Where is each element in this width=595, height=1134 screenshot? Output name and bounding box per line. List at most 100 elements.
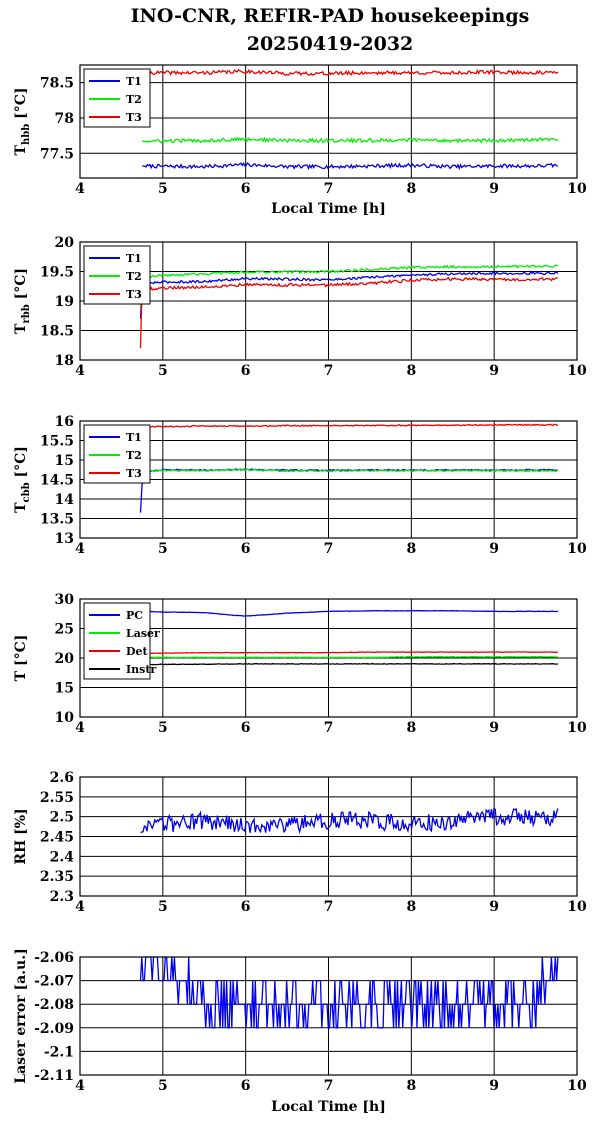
x-tick-label: 7 bbox=[324, 181, 334, 197]
y-tick-label: 13.5 bbox=[40, 512, 74, 528]
y-tick-label: 2.6 bbox=[50, 770, 74, 786]
y-tick-label: 2.55 bbox=[40, 790, 74, 806]
series-line-Instr bbox=[142, 663, 558, 666]
y-tick-label: 15.5 bbox=[40, 434, 74, 450]
y-tick-label: 10 bbox=[55, 710, 75, 726]
y-axis-label: Tcbb [°C] bbox=[13, 446, 32, 513]
x-tick-label: 6 bbox=[241, 1078, 251, 1094]
x-tick-label: 7 bbox=[324, 899, 334, 915]
panel-4: 4 5 6 7 8 9 10 10 15 20 25 30 T [°C] PC Laser Det Instr bbox=[13, 592, 587, 736]
x-tick-label: 4 bbox=[75, 181, 85, 197]
legend-label: T1 bbox=[126, 252, 142, 265]
x-tick-label: 10 bbox=[567, 1078, 587, 1094]
y-tick-label: 2.5 bbox=[50, 810, 74, 826]
series-line-T2 bbox=[139, 264, 559, 307]
x-tick-label: 9 bbox=[489, 181, 499, 197]
y-tick-label: 18 bbox=[55, 353, 74, 369]
x-tick-label: 10 bbox=[567, 899, 587, 915]
legend-label: Det bbox=[126, 645, 149, 658]
x-tick-label: 7 bbox=[324, 1078, 334, 1094]
x-tick-label: 4 bbox=[75, 899, 85, 915]
y-axis-label: Trbb [°C] bbox=[13, 268, 32, 334]
y-axis-label: RH [%] bbox=[13, 808, 29, 864]
x-tick-label: 5 bbox=[158, 541, 168, 557]
y-tick-label: 20 bbox=[55, 651, 75, 667]
legend: T1 T2 T3 bbox=[83, 424, 151, 484]
x-tick-label: 7 bbox=[324, 363, 334, 379]
y-tick-label: 77.5 bbox=[40, 146, 74, 162]
x-tick-label: 5 bbox=[158, 720, 168, 736]
y-tick-label: 2.4 bbox=[50, 849, 75, 865]
x-tick-label: 4 bbox=[75, 720, 85, 736]
x-tick-label: 10 bbox=[567, 363, 587, 379]
x-tick-label: 9 bbox=[489, 1078, 499, 1094]
legend-label: Instr bbox=[126, 663, 156, 676]
plot-frame bbox=[79, 598, 578, 718]
y-tick-label: -2.11 bbox=[34, 1068, 74, 1084]
series-line-T3 bbox=[139, 276, 558, 349]
series-line-data bbox=[140, 807, 559, 835]
x-axis-label: Local Time [h] bbox=[271, 201, 386, 217]
y-tick-label: 78.5 bbox=[40, 76, 74, 92]
legend-label: T3 bbox=[126, 111, 142, 124]
legend: T1 T2 T3 bbox=[83, 68, 151, 128]
series-line-Laser bbox=[142, 655, 558, 659]
series-line-T1 bbox=[139, 468, 558, 513]
series-line-T2 bbox=[142, 136, 559, 144]
y-tick-label: 25 bbox=[55, 622, 74, 638]
x-tick-label: 9 bbox=[489, 541, 499, 557]
x-tick-label: 5 bbox=[158, 363, 168, 379]
panel-2: 4 5 6 7 8 9 10 18 18.5 19 19.5 20 Trbb [°C] T1 T2 T3 bbox=[13, 235, 587, 379]
y-axis-label: Laser error [a.u.] bbox=[13, 948, 29, 1083]
x-tick-label: 4 bbox=[75, 363, 85, 379]
y-tick-label: 13 bbox=[55, 531, 74, 547]
legend-label: T2 bbox=[126, 449, 142, 462]
legend: T1 T2 T3 bbox=[83, 245, 151, 305]
x-tick-label: 5 bbox=[158, 1078, 168, 1094]
x-tick-label: 9 bbox=[489, 720, 499, 736]
x-tick-label: 10 bbox=[567, 541, 587, 557]
y-tick-label: 14.5 bbox=[40, 473, 74, 489]
legend-label: PC bbox=[126, 609, 143, 622]
series-line-T1 bbox=[142, 162, 559, 171]
series-line-PC bbox=[142, 609, 558, 617]
y-tick-label: 18.5 bbox=[40, 324, 74, 340]
x-tick-label: 6 bbox=[241, 181, 251, 197]
legend-label: Laser bbox=[126, 627, 160, 640]
x-tick-label: 8 bbox=[406, 363, 416, 379]
legend-label: T2 bbox=[126, 270, 142, 283]
legend-label: T3 bbox=[126, 288, 142, 301]
y-tick-label: -2.09 bbox=[34, 1021, 74, 1037]
x-tick-label: 6 bbox=[241, 720, 251, 736]
series-line-data bbox=[139, 956, 559, 1029]
x-tick-label: 8 bbox=[406, 181, 416, 197]
figure-title-line2: 20250419-2032 bbox=[247, 33, 414, 55]
x-tick-label: 5 bbox=[158, 181, 168, 197]
y-tick-label: 2.45 bbox=[40, 830, 74, 846]
y-tick-label: 15 bbox=[55, 681, 74, 697]
x-tick-label: 10 bbox=[567, 181, 587, 197]
y-tick-label: -2.07 bbox=[34, 974, 74, 990]
x-tick-label: 6 bbox=[241, 541, 251, 557]
x-tick-label: 6 bbox=[241, 363, 251, 379]
plot-frame bbox=[79, 956, 578, 1076]
x-tick-label: 9 bbox=[489, 363, 499, 379]
x-tick-label: 10 bbox=[567, 720, 587, 736]
series-line-T1 bbox=[139, 270, 559, 319]
plot-frame bbox=[79, 241, 578, 361]
y-tick-label: 19 bbox=[55, 294, 74, 310]
x-axis-label: Local Time [h] bbox=[271, 1099, 386, 1115]
panel-6: 4 5 6 7 8 9 10 -2.11 -2.1 -2.09 -2.08 -2.07 -2.06 Las… bbox=[13, 948, 587, 1115]
legend-label: T2 bbox=[126, 93, 142, 106]
series-line-T3 bbox=[142, 423, 559, 428]
plot-frame bbox=[79, 776, 578, 897]
y-tick-label: -2.1 bbox=[44, 1044, 74, 1060]
y-tick-label: 15 bbox=[55, 453, 74, 469]
y-tick-label: 2.3 bbox=[50, 889, 74, 905]
y-tick-label: 2.35 bbox=[40, 869, 74, 885]
y-tick-label: 14 bbox=[55, 492, 75, 508]
y-axis-label: T [°C] bbox=[13, 635, 29, 682]
